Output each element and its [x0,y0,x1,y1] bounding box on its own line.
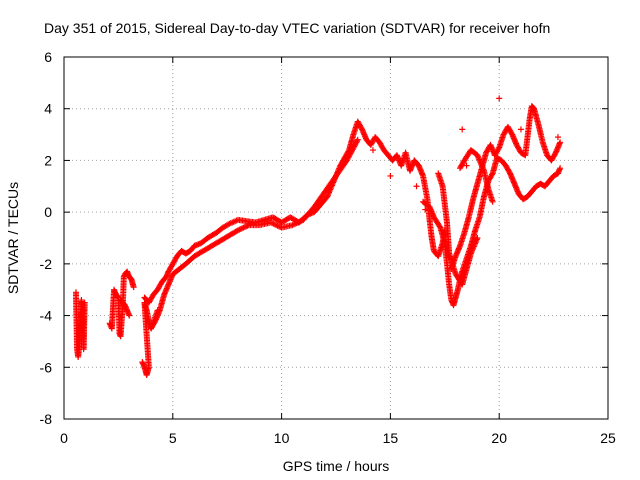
data-point-marker [271,221,278,228]
data-point-marker [413,183,420,190]
data-point-marker [126,312,133,319]
data-point-marker [294,219,301,226]
data-point-marker [290,221,297,228]
grid-lines [64,57,608,419]
y-tick-label: -4 [40,308,53,324]
x-tick-label: 15 [383,430,399,446]
data-point-marker [130,284,137,291]
data-point-marker [296,218,303,225]
data-point-marker [496,95,503,102]
data-point-marker [297,218,304,225]
chart-title: Day 351 of 2015, Sidereal Day-to-day VTE… [44,20,550,36]
data-point-marker [459,126,466,133]
data-point-marker [557,165,564,172]
y-tick-label: 4 [44,101,52,117]
data-point-marker [369,147,376,154]
data-point-marker [273,222,280,229]
x-tick-label: 25 [600,430,616,446]
data-point-marker [81,299,88,306]
data-point-marker [239,225,246,232]
data-point-marker [243,223,250,230]
x-tick-label: 0 [60,430,68,446]
data-point-marker [488,171,495,178]
data-point-marker [267,219,274,226]
y-tick-label: -6 [40,359,53,375]
data-point-marker [241,224,248,231]
y-tick-label: 6 [44,49,52,65]
data-point-marker [275,223,282,230]
data-point-marker [233,227,240,234]
x-tick-label: 5 [169,430,177,446]
y-axis-label: SDTVAR / TECUs [5,182,21,294]
data-point-marker [354,138,361,145]
data-point-marker [270,220,277,227]
data-point-marker [463,162,470,169]
data-point-marker [422,206,429,213]
x-tick-label: 10 [274,430,290,446]
data-point-marker [495,145,502,152]
y-tick-label: 0 [44,204,52,220]
x-tick-label: 20 [491,430,507,446]
y-tick-label: -8 [40,411,53,427]
data-point-marker [244,222,251,229]
data-point-marker [517,126,524,133]
plot-frame [63,56,609,420]
data-point-marker [236,226,243,233]
data-point-marker [240,224,247,231]
data-point-marker [269,220,276,227]
data-point-marker [235,227,242,234]
data-point-marker [474,235,481,241]
data-point-marker [292,220,299,227]
data-point-marker [554,134,561,141]
y-tick-label: 2 [44,152,52,168]
data-point-marker [237,225,244,232]
data-markers [72,95,564,379]
data-point-marker [293,220,300,227]
axis-ticks: 0 5 10 15 20 25 -8 -6 -4 -2 0 2 4 6 [40,49,616,446]
data-point-marker [489,198,496,205]
data-point-marker [354,136,361,143]
data-point-marker [274,222,281,229]
data-point-marker [436,223,443,230]
y-tick-label: -2 [40,256,53,272]
data-point-marker [557,139,564,146]
data-point-marker [387,172,394,179]
data-point-marker [289,222,296,229]
x-axis-label: GPS time / hours [283,458,390,474]
